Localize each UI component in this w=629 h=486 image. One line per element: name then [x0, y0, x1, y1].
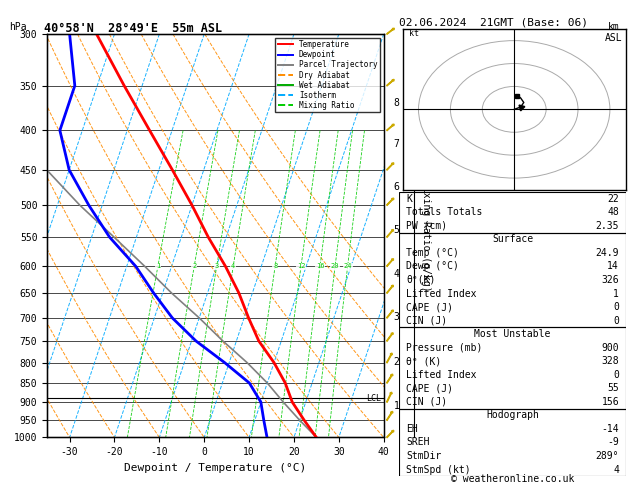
Text: EH: EH — [406, 424, 418, 434]
Bar — [399, 192, 626, 233]
Text: Dewp (°C): Dewp (°C) — [406, 261, 459, 272]
Text: Surface: Surface — [492, 234, 533, 244]
Text: 55: 55 — [608, 383, 619, 393]
Text: 2: 2 — [192, 263, 196, 269]
Text: 22: 22 — [608, 194, 619, 204]
Text: -9: -9 — [608, 437, 619, 448]
Text: StmDir: StmDir — [406, 451, 442, 461]
Text: 1: 1 — [156, 263, 160, 269]
Text: 14: 14 — [608, 261, 619, 272]
Text: 328: 328 — [601, 356, 619, 366]
Text: Lifted Index: Lifted Index — [406, 289, 477, 298]
Bar — [399, 233, 626, 328]
Text: CAPE (J): CAPE (J) — [406, 383, 454, 393]
Text: CIN (J): CIN (J) — [406, 397, 447, 407]
Text: 900: 900 — [601, 343, 619, 353]
Text: hPa: hPa — [9, 22, 27, 32]
Text: Pressure (mb): Pressure (mb) — [406, 343, 482, 353]
Text: Most Unstable: Most Unstable — [474, 329, 551, 339]
Text: -14: -14 — [601, 424, 619, 434]
Text: Totals Totals: Totals Totals — [406, 207, 482, 217]
Bar — [399, 409, 626, 476]
Text: 289°: 289° — [596, 451, 619, 461]
Bar — [399, 328, 626, 409]
Text: θᵉ (K): θᵉ (K) — [406, 356, 442, 366]
Text: CAPE (J): CAPE (J) — [406, 302, 454, 312]
Text: 20: 20 — [331, 263, 340, 269]
X-axis label: Dewpoint / Temperature (°C): Dewpoint / Temperature (°C) — [125, 463, 306, 473]
Text: 24.9: 24.9 — [596, 248, 619, 258]
Text: 326: 326 — [601, 275, 619, 285]
Text: 12: 12 — [297, 263, 305, 269]
Text: 2.35: 2.35 — [596, 221, 619, 231]
Text: 156: 156 — [601, 397, 619, 407]
Text: 0: 0 — [613, 370, 619, 380]
Text: 8: 8 — [273, 263, 277, 269]
Text: © weatheronline.co.uk: © weatheronline.co.uk — [451, 473, 574, 484]
Text: 3: 3 — [214, 263, 219, 269]
Y-axis label: Mixing Ratio (g/kg): Mixing Ratio (g/kg) — [421, 180, 431, 292]
Legend: Temperature, Dewpoint, Parcel Trajectory, Dry Adiabat, Wet Adiabat, Isotherm, Mi: Temperature, Dewpoint, Parcel Trajectory… — [276, 38, 380, 112]
Text: Hodograph: Hodograph — [486, 410, 539, 420]
Text: kt: kt — [409, 29, 419, 38]
Text: Temp (°C): Temp (°C) — [406, 248, 459, 258]
Text: PW (cm): PW (cm) — [406, 221, 447, 231]
Text: 02.06.2024  21GMT (Base: 06): 02.06.2024 21GMT (Base: 06) — [399, 17, 588, 27]
Text: 0: 0 — [613, 302, 619, 312]
Text: 1: 1 — [613, 289, 619, 298]
Text: 0: 0 — [613, 315, 619, 326]
Text: CIN (J): CIN (J) — [406, 315, 447, 326]
Text: K: K — [406, 194, 412, 204]
Text: 24: 24 — [343, 263, 352, 269]
Text: 40°58'N  28°49'E  55m ASL: 40°58'N 28°49'E 55m ASL — [44, 22, 222, 35]
Text: θᵉ(K): θᵉ(K) — [406, 275, 436, 285]
Text: 48: 48 — [608, 207, 619, 217]
Text: StmSpd (kt): StmSpd (kt) — [406, 465, 471, 474]
Text: 4: 4 — [231, 263, 235, 269]
Text: 16: 16 — [316, 263, 325, 269]
Text: LCL: LCL — [367, 394, 381, 403]
Text: Lifted Index: Lifted Index — [406, 370, 477, 380]
Text: 4: 4 — [613, 465, 619, 474]
Text: SREH: SREH — [406, 437, 430, 448]
Text: km
ASL: km ASL — [604, 22, 622, 43]
